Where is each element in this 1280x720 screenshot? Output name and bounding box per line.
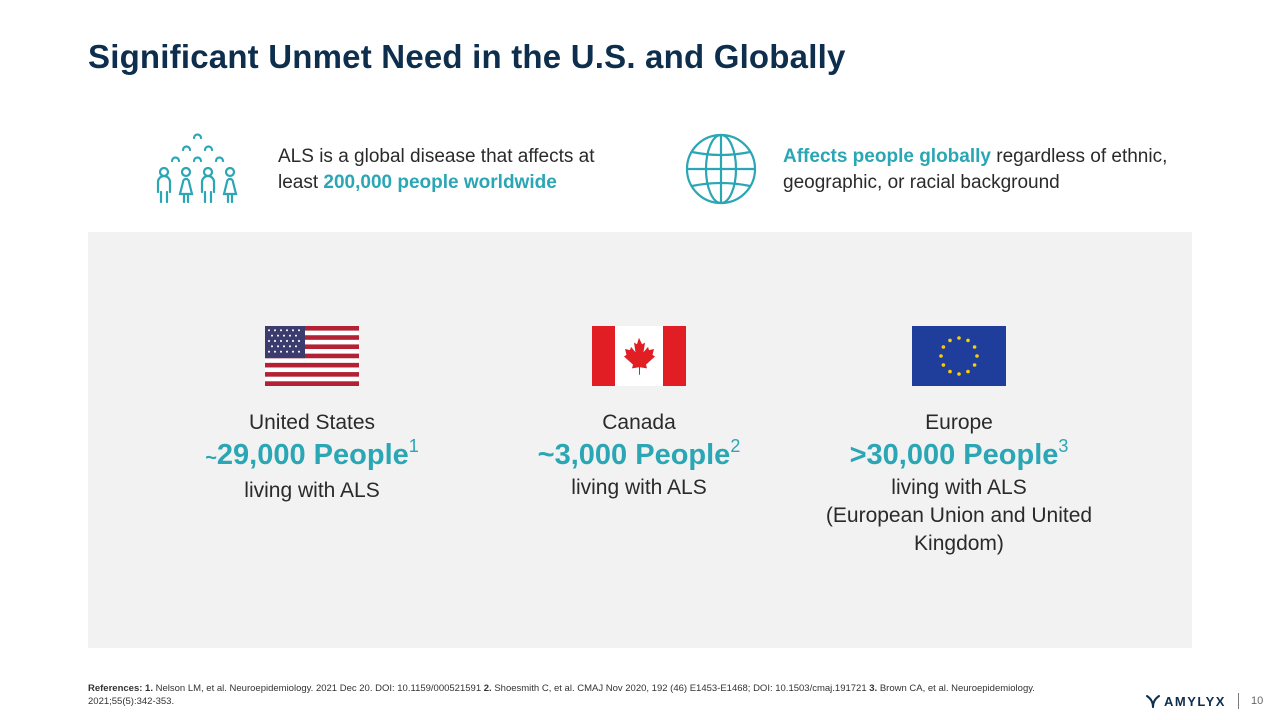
globe-icon: [685, 133, 757, 205]
region-name: Canada: [602, 411, 676, 434]
references: References: 1. Nelson LM, et al. Neuroep…: [88, 683, 1035, 707]
company-logo: AMYLYX 10: [1146, 692, 1263, 710]
page-title: Significant Unmet Need in the U.S. and G…: [88, 38, 846, 75]
eu-flag-icon: [912, 326, 1006, 386]
region-name: United States: [248, 411, 376, 434]
us-flag-icon: [265, 326, 359, 386]
intro-right-highlight: Affects people globally: [783, 146, 991, 167]
page-number: 10: [1250, 695, 1264, 707]
region-united-states: United States ~29,000 People1 living wit…: [162, 326, 462, 505]
intro-right-text: Affects people globally regardless of et…: [783, 146, 1168, 193]
region-description: living with ALS: [244, 479, 380, 502]
region-description: living with ALS: [891, 476, 1027, 499]
canada-flag-icon: [592, 326, 686, 386]
region-description: living with ALS: [571, 476, 707, 499]
region-description-extra: (European Union and United Kingdom): [825, 504, 1093, 555]
region-count: >30,000 People3: [849, 436, 1069, 471]
people-group-icon: [156, 133, 238, 204]
footer-divider: [1237, 693, 1239, 709]
regions-panel: United States ~29,000 People1 living wit…: [88, 232, 1192, 648]
intro-left-highlight: 200,000 people worldwide: [323, 172, 557, 193]
region-canada: Canada ~3,000 People2 living with ALS: [489, 326, 789, 502]
region-name: Europe: [925, 411, 993, 434]
region-count: ~3,000 People2: [537, 436, 741, 471]
region-europe: Europe >30,000 People3 living with ALS (…: [809, 326, 1109, 558]
logo-text: AMYLYX: [1164, 693, 1226, 709]
amylyx-mark-icon: [1146, 695, 1160, 708]
region-count: ~29,000 People1: [205, 436, 419, 471]
intro-left-text: ALS is a global disease that affects at …: [278, 146, 595, 193]
